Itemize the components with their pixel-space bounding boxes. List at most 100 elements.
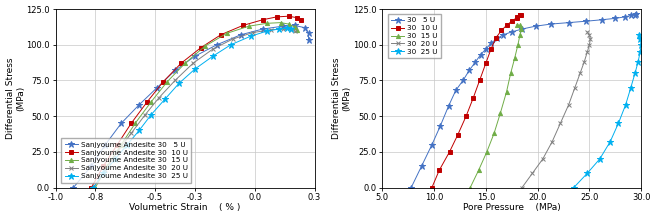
30   5 U	[407, 186, 415, 189]
30  20 U	[586, 38, 594, 40]
30  20 U	[518, 186, 526, 189]
Line: 30  15 U: 30 15 U	[468, 23, 523, 190]
Sanjyoume Andesite 30  25 U	[175, 82, 183, 85]
30  20 U	[565, 103, 573, 106]
30  10 U	[445, 150, 453, 153]
Sanjyoume Andesite 30   5 U	[304, 32, 312, 35]
Sanjyoume Andesite 30  20 U	[229, 38, 237, 40]
30  25 U	[622, 103, 630, 106]
30  20 U	[583, 31, 591, 33]
Sanjyoume Andesite 30  10 U	[100, 165, 108, 167]
Sanjyoume Andesite 30  20 U	[89, 186, 97, 189]
30   5 U	[632, 13, 640, 15]
Sanjyoume Andesite 30  25 U	[275, 28, 283, 30]
Sanjyoume Andesite 30   5 U	[87, 165, 95, 167]
Sanjyoume Andesite 30  10 U	[273, 16, 281, 18]
Sanjyoume Andesite 30  25 U	[287, 28, 295, 30]
30  10 U	[513, 16, 521, 18]
30  20 U	[571, 86, 579, 89]
Sanjyoume Andesite 30   5 U	[237, 33, 245, 36]
30  20 U	[585, 33, 593, 36]
30  10 U	[516, 14, 524, 17]
30  20 U	[585, 43, 593, 46]
Sanjyoume Andesite 30  10 U	[285, 15, 293, 17]
30  15 U	[466, 186, 474, 189]
30  20 U	[539, 158, 546, 160]
Y-axis label: Differential Stress
(MPa): Differential Stress (MPa)	[332, 58, 352, 139]
Sanjyoume Andesite 30   5 U	[258, 28, 266, 30]
Sanjyoume Andesite 30  10 U	[143, 100, 151, 103]
Sanjyoume Andesite 30  10 U	[127, 122, 135, 124]
30   5 U	[565, 21, 573, 24]
Sanjyoume Andesite 30  10 U	[293, 16, 300, 19]
30  10 U	[462, 115, 470, 118]
30  25 U	[636, 38, 644, 40]
30  20 U	[581, 61, 588, 63]
30   5 U	[487, 42, 495, 45]
Sanjyoume Andesite 30  25 U	[147, 113, 155, 116]
30  25 U	[570, 186, 578, 189]
Sanjyoume Andesite 30  20 U	[113, 150, 121, 153]
Sanjyoume Andesite 30  25 U	[135, 129, 143, 132]
Sanjyoume Andesite 30  10 U	[217, 33, 225, 36]
Sanjyoume Andesite 30  25 U	[283, 27, 291, 30]
30   5 U	[547, 23, 555, 25]
Sanjyoume Andesite 30  10 U	[258, 19, 266, 21]
Sanjyoume Andesite 30  15 U	[104, 165, 112, 167]
Line: Sanjyoume Andesite 30  20 U: Sanjyoume Andesite 30 20 U	[91, 27, 297, 190]
Sanjyoume Andesite 30  15 U	[291, 26, 298, 28]
30   5 U	[611, 17, 619, 20]
Sanjyoume Andesite 30   5 U	[279, 25, 287, 27]
30  15 U	[513, 24, 521, 26]
30  15 U	[514, 43, 522, 46]
30  25 U	[636, 51, 644, 53]
Sanjyoume Andesite 30  25 U	[263, 30, 271, 32]
30   5 U	[472, 61, 480, 63]
30   5 U	[621, 16, 628, 18]
Sanjyoume Andesite 30  25 U	[100, 172, 108, 175]
30  15 U	[506, 72, 514, 75]
Sanjyoume Andesite 30  25 U	[227, 43, 235, 46]
30  15 U	[490, 132, 498, 135]
X-axis label: Volumetric Strain    ( % ): Volumetric Strain ( % )	[129, 203, 241, 213]
30  25 U	[627, 86, 635, 89]
Sanjyoume Andesite 30  15 U	[285, 23, 293, 25]
Line: 30  20 U: 30 20 U	[520, 30, 592, 190]
30  25 U	[634, 61, 642, 63]
Sanjyoume Andesite 30   5 U	[291, 24, 298, 27]
Sanjyoume Andesite 30  20 U	[189, 62, 197, 65]
Sanjyoume Andesite 30  15 U	[91, 186, 99, 189]
30  10 U	[513, 16, 521, 19]
Sanjyoume Andesite 30  10 U	[159, 81, 167, 83]
X-axis label: Pore Pressure    (MPa): Pore Pressure (MPa)	[463, 203, 561, 213]
Sanjyoume Andesite 30  25 U	[89, 186, 97, 189]
Sanjyoume Andesite 30  20 U	[171, 79, 179, 82]
30  15 U	[517, 28, 525, 30]
Sanjyoume Andesite 30   5 U	[135, 103, 143, 106]
Sanjyoume Andesite 30  15 U	[147, 100, 155, 103]
Sanjyoume Andesite 30  20 U	[249, 31, 256, 34]
30   5 U	[459, 79, 467, 82]
Sanjyoume Andesite 30  15 U	[201, 45, 209, 48]
Line: Sanjyoume Andesite 30  15 U: Sanjyoume Andesite 30 15 U	[93, 20, 298, 190]
Sanjyoume Andesite 30  15 U	[181, 62, 189, 65]
Sanjyoume Andesite 30  10 U	[113, 143, 121, 146]
30  20 U	[548, 141, 556, 143]
Line: 30   5 U: 30 5 U	[408, 11, 639, 191]
30  15 U	[511, 56, 519, 59]
30  15 U	[497, 112, 504, 115]
Sanjyoume Andesite 30   5 U	[70, 186, 77, 189]
Sanjyoume Andesite 30   5 U	[102, 143, 110, 146]
Sanjyoume Andesite 30  10 U	[197, 46, 205, 49]
Sanjyoume Andesite 30   5 U	[300, 26, 308, 29]
30  25 U	[606, 141, 614, 143]
Line: Sanjyoume Andesite 30  25 U: Sanjyoume Andesite 30 25 U	[91, 25, 294, 191]
30  20 U	[583, 51, 591, 53]
30  10 U	[492, 36, 500, 39]
Sanjyoume Andesite 30  15 U	[131, 122, 139, 124]
Sanjyoume Andesite 30  20 U	[291, 30, 298, 32]
30   5 U	[465, 69, 473, 72]
30  10 U	[517, 14, 525, 16]
Sanjyoume Andesite 30  10 U	[239, 24, 247, 27]
30  10 U	[435, 169, 443, 172]
